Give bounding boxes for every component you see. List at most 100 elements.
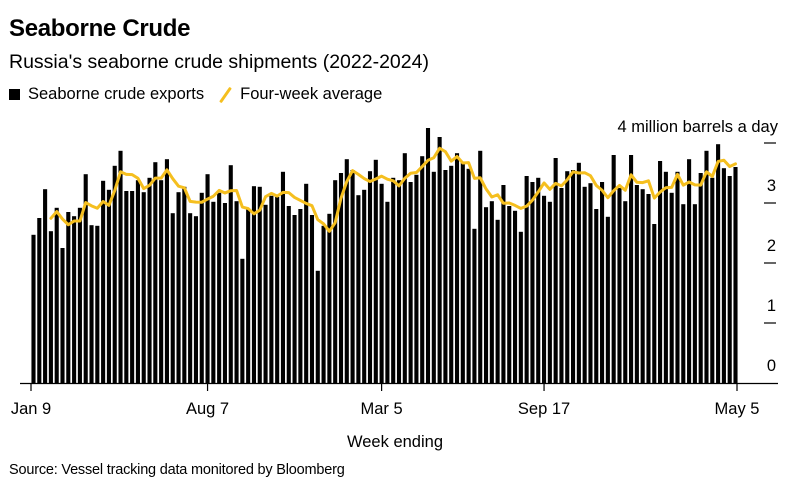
bar: [559, 188, 564, 383]
y-tick-label: 2: [767, 237, 776, 255]
bar: [170, 213, 175, 383]
bar: [338, 173, 344, 383]
bar: [164, 159, 169, 383]
bar: [124, 191, 129, 383]
bar: [309, 215, 315, 383]
bar: [460, 162, 465, 383]
chart-subtitle: Russia's seaborne crude shipments (2022-…: [9, 51, 429, 73]
bar: [344, 159, 349, 383]
x-axis-title: Week ending: [347, 433, 443, 451]
bar: [675, 171, 680, 383]
bar: [437, 137, 442, 383]
x-tick-label: May 5: [715, 400, 760, 418]
bar: [37, 218, 42, 383]
bar: [617, 188, 622, 383]
bar: [495, 219, 500, 383]
bar: [431, 171, 436, 383]
bar: [350, 170, 355, 383]
legend: Seaborne crude exports Four-week average: [9, 85, 382, 104]
x-tick-label: Mar 5: [361, 400, 403, 418]
bar: [721, 168, 726, 383]
bar: [373, 159, 378, 383]
y-axis-unit-label: 4 million barrels a day: [618, 118, 779, 136]
bar: [327, 213, 332, 383]
bar: [234, 201, 239, 383]
bar: [298, 209, 303, 383]
bar: [130, 191, 135, 383]
bar: [43, 189, 48, 383]
bar: [385, 201, 390, 383]
bar: [362, 189, 367, 383]
bar: [611, 155, 616, 383]
x-tick-label: Sep 17: [518, 400, 570, 418]
bar: [199, 192, 204, 383]
bar: [135, 180, 140, 383]
bar: [176, 192, 181, 383]
chart-title: Seaborne Crude: [9, 15, 191, 42]
bar: [507, 206, 512, 383]
legend-label-exports: Seaborne crude exports: [28, 85, 205, 103]
bar: [251, 186, 257, 383]
bar: [594, 209, 599, 383]
bar: [72, 216, 77, 383]
bar: [704, 150, 709, 383]
bar: [402, 153, 407, 383]
bar: [246, 209, 251, 383]
bar: [280, 171, 286, 383]
bar: [66, 212, 71, 383]
bar: [565, 171, 570, 383]
bar: [367, 171, 373, 383]
bar: [408, 182, 413, 383]
x-axis: Jan 9 Aug 7 Mar 5 Sep 17 May 5: [11, 382, 778, 418]
bar: [356, 195, 361, 383]
bar: [95, 225, 100, 383]
bar: [600, 182, 605, 383]
bar: [275, 197, 280, 383]
bar: [286, 206, 291, 383]
bar: [83, 174, 88, 383]
bar: [536, 177, 541, 383]
bar: [391, 177, 396, 383]
bar: [687, 159, 692, 383]
bar: [396, 180, 402, 383]
y-axis: 0 1 2 3: [764, 142, 776, 375]
bar: [501, 185, 506, 383]
bar: [54, 207, 59, 383]
bar: [489, 201, 494, 383]
bar: [518, 231, 523, 383]
bar: [315, 270, 320, 383]
bar: [304, 183, 309, 383]
bar-series: [31, 128, 738, 383]
bar: [449, 165, 454, 383]
bar: [193, 216, 198, 383]
four-week-average-line: [49, 146, 737, 233]
bar: [153, 162, 158, 383]
bar: [582, 186, 587, 383]
bar: [652, 224, 657, 383]
bar: [727, 176, 732, 383]
legend-label-average: Four-week average: [240, 85, 383, 103]
bar: [269, 195, 274, 383]
bar: [716, 144, 721, 383]
bar: [692, 204, 697, 383]
bar: [159, 180, 164, 383]
bar: [669, 192, 674, 383]
bar: [698, 173, 703, 383]
bar: [623, 201, 628, 383]
bar: [333, 180, 338, 383]
bar: [629, 155, 634, 383]
x-tick-label: Jan 9: [11, 400, 51, 418]
bar: [425, 128, 431, 383]
bar: [420, 156, 425, 383]
bar: [710, 177, 715, 383]
bar: [571, 170, 576, 383]
bar: [512, 210, 518, 383]
bar: [112, 165, 117, 383]
bar: [605, 216, 610, 383]
bar: [211, 201, 216, 383]
bar: [60, 248, 65, 383]
bar: [205, 174, 210, 383]
y-tick-label: 0: [767, 357, 776, 375]
bar: [542, 195, 547, 383]
